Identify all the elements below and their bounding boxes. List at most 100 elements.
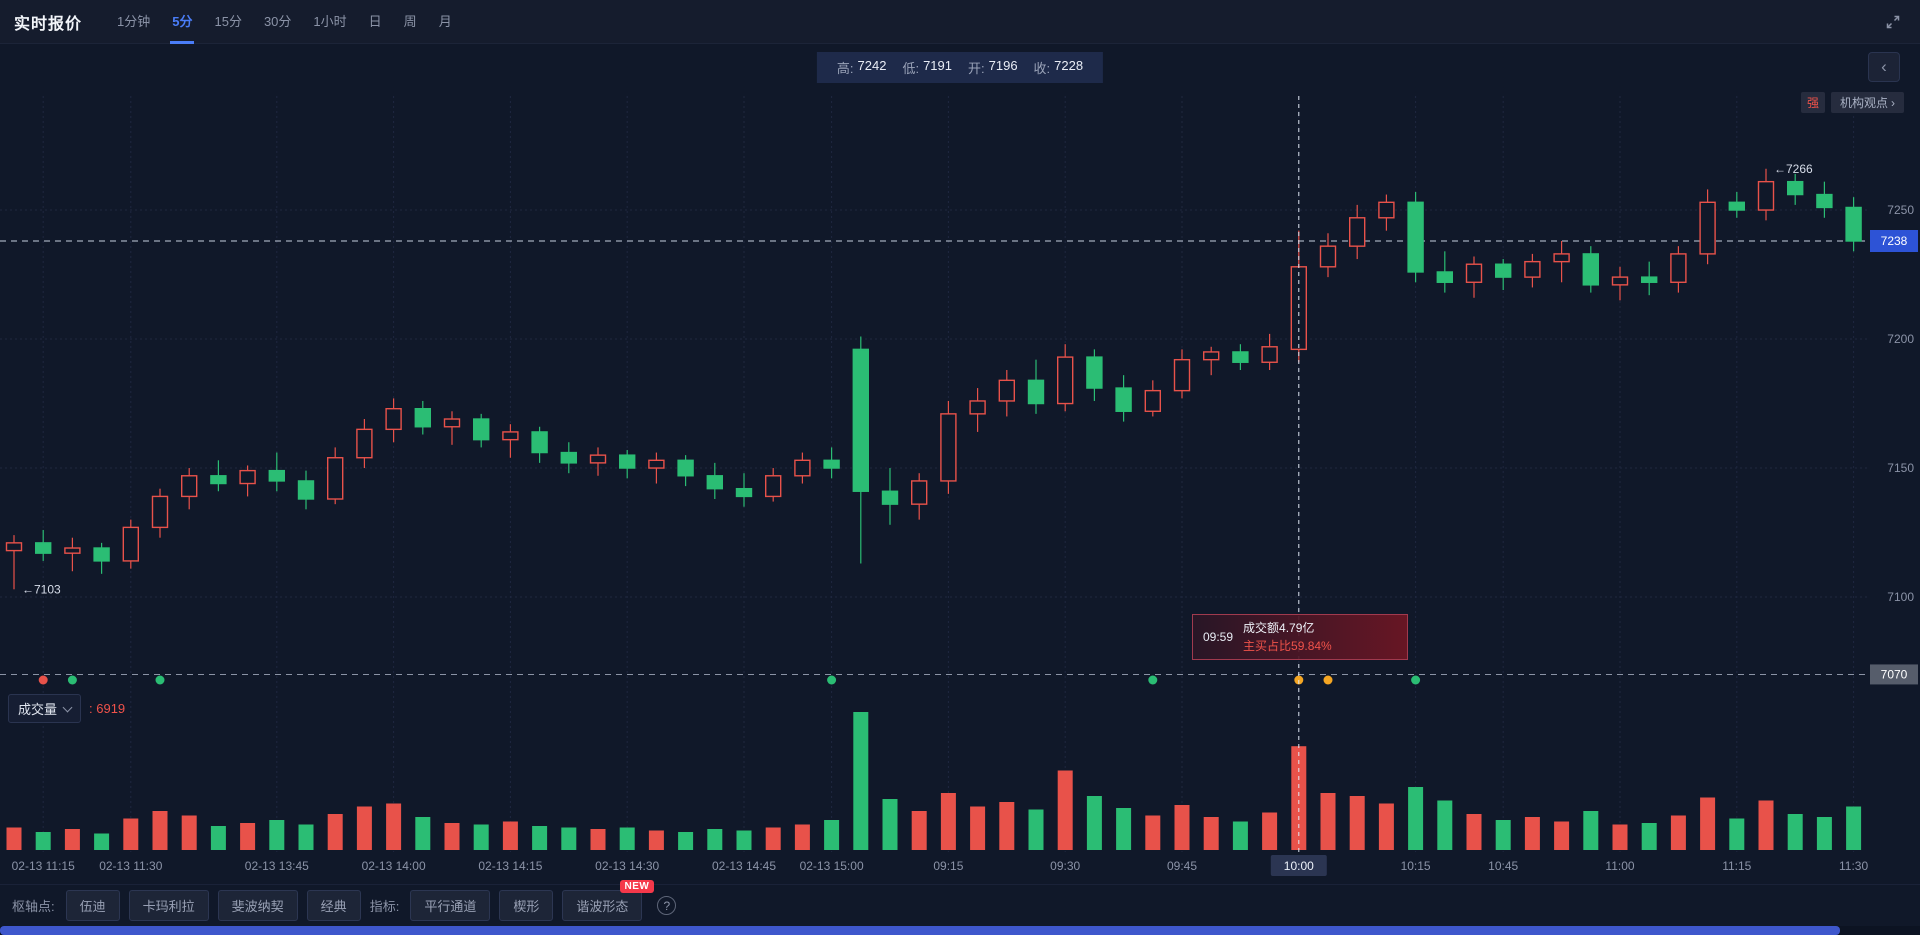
pivot-camarilla-button[interactable]: 卡玛利拉	[128, 890, 209, 921]
institution-view-link[interactable]: 机构观点 ›	[1830, 92, 1904, 113]
pivot-classic-button[interactable]: 经典	[306, 890, 361, 921]
candle-body	[385, 408, 402, 431]
x-axis-label: 02-13 11:30	[99, 859, 162, 873]
volume-bar	[502, 821, 518, 850]
horizontal-scrollbar-thumb[interactable]	[0, 926, 1840, 935]
x-axis-label: 02-13 15:00	[800, 859, 864, 873]
price-axis-tick: 7200	[1887, 332, 1914, 346]
volume-bar	[678, 832, 694, 850]
tab-15min[interactable]: 15分	[214, 13, 242, 29]
indicator-label: 指标:	[369, 899, 400, 914]
volume-bar	[210, 826, 226, 850]
x-axis-label: 10:00	[1284, 859, 1314, 873]
candle-body	[239, 469, 256, 485]
drawing-toolbar: 枢轴点: 伍迪 卡玛利拉 斐波纳契 经典 指标: 平行通道 楔形 谐波形态 NE…	[0, 880, 1920, 926]
candle-body	[1144, 389, 1162, 412]
candle-body	[1640, 276, 1658, 283]
pivot-woodie-button[interactable]: 伍迪	[65, 890, 120, 921]
candle-body	[1436, 271, 1454, 283]
pivot-fibonacci-button[interactable]: 斐波纳契	[217, 890, 298, 921]
signal-marker	[1323, 675, 1333, 685]
volume-bar	[240, 823, 256, 850]
volume-bar	[94, 833, 110, 850]
candle-body	[735, 487, 753, 498]
chevron-left-icon: ‹	[1881, 57, 1887, 76]
help-icon[interactable]: ?	[657, 896, 677, 915]
pivot-label: 枢轴点:	[12, 899, 55, 914]
low-value: 7191	[923, 58, 952, 73]
tab-30min[interactable]: 30分	[263, 13, 292, 29]
signal-marker	[38, 675, 48, 685]
volume-bar	[707, 829, 723, 850]
volume-bar	[648, 830, 664, 850]
tab-day[interactable]: 日	[368, 13, 382, 29]
volume-bar	[1524, 817, 1540, 850]
horizontal-scrollbar-track[interactable]	[0, 926, 1920, 935]
high-label: 高:	[836, 61, 854, 76]
volume-bar	[1145, 815, 1161, 850]
price-axis-tick: 7150	[1887, 461, 1914, 475]
candle-body	[1786, 180, 1804, 196]
candle-body	[93, 547, 110, 562]
indicator-parallel-channel-button[interactable]: 平行通道	[410, 890, 491, 921]
volume-bar	[356, 806, 372, 850]
candle-body	[64, 547, 81, 554]
volume-bar	[1262, 812, 1278, 850]
x-axis-label: 10:15	[1401, 859, 1431, 873]
volume-bar	[269, 820, 285, 850]
price-annotation: ←7103	[22, 582, 61, 596]
indicator-wedge-button[interactable]: 楔形	[499, 890, 554, 921]
candle-body	[881, 490, 899, 505]
candle-body	[706, 475, 723, 490]
x-axis-label: 02-13 14:45	[712, 859, 776, 873]
candle-body	[5, 542, 23, 552]
volume-bar	[1028, 809, 1044, 850]
volume-bar	[6, 827, 22, 850]
tab-week[interactable]: 周	[403, 13, 417, 29]
candle-body	[122, 526, 140, 562]
volume-bar	[473, 824, 489, 850]
candle-body	[560, 451, 577, 464]
ohlc-info-bar: 高: 7242 低: 7191 开: 7196 收: 7228	[816, 52, 1104, 83]
page-title: 实时报价	[14, 15, 83, 33]
collapse-panel-button[interactable]: ‹	[1868, 52, 1900, 82]
x-axis-label: 10:45	[1488, 859, 1518, 873]
candle-body	[1816, 193, 1833, 209]
tab-5min[interactable]: 5分	[161, 0, 203, 44]
volume-indicator-label: 成交量	[18, 702, 58, 717]
tab-month[interactable]: 月	[438, 13, 452, 29]
indicator-harmonic-pattern-button[interactable]: 谐波形态	[562, 890, 643, 921]
candle-body	[1757, 180, 1775, 211]
candle-body	[1845, 206, 1862, 242]
volume-indicator-dropdown[interactable]: 成交量	[8, 694, 82, 723]
candle-body	[1494, 263, 1512, 278]
volume-header: 成交量 : 6919	[8, 694, 125, 723]
open-value: 7196	[988, 58, 1018, 73]
high-value: 7242	[857, 58, 887, 73]
expand-icon[interactable]	[1880, 9, 1906, 35]
volume-bar	[970, 806, 986, 850]
volume-bar	[1816, 817, 1832, 850]
candle-body	[151, 495, 169, 529]
volume-bar	[940, 793, 956, 850]
candle-body	[794, 459, 811, 477]
candle-body	[1086, 356, 1103, 389]
tab-1min[interactable]: 1分钟	[117, 13, 151, 29]
signal-marker	[67, 675, 77, 685]
volume-bar	[1466, 814, 1482, 850]
volume-bar	[415, 817, 431, 850]
candle-body	[1582, 253, 1600, 286]
price-axis-tick: 7250	[1887, 203, 1914, 217]
tab-1hour[interactable]: 1小时	[313, 13, 347, 29]
signal-marker	[155, 675, 165, 685]
volume-bar	[123, 818, 139, 850]
candle-body	[1261, 346, 1278, 363]
candle-body	[1348, 217, 1366, 247]
candle-body	[1115, 387, 1132, 412]
tooltip-buy-ratio: 主买占比59.84%	[1243, 638, 1332, 653]
candle-body	[473, 418, 490, 441]
candle-body	[1027, 379, 1045, 405]
volume-bar	[1291, 746, 1307, 850]
